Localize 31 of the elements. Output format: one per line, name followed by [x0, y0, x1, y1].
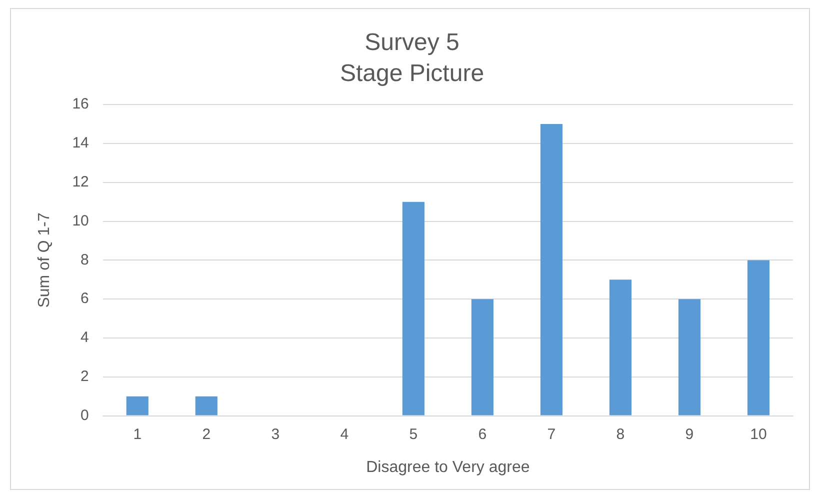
x-tick-label: 1 — [133, 426, 142, 443]
x-tick-label: 7 — [547, 426, 556, 443]
bar — [126, 396, 148, 416]
bar — [402, 202, 424, 416]
bar — [195, 396, 218, 416]
y-tick-label: 10 — [72, 212, 89, 230]
y-tick-label: 0 — [80, 406, 89, 424]
x-tick-label: 10 — [750, 426, 767, 443]
bar — [747, 260, 770, 416]
x-tick-label: 5 — [409, 426, 418, 443]
x-tick-label: 6 — [478, 426, 487, 443]
x-tick-label: 2 — [202, 426, 211, 443]
x-axis-title: Disagree to Very agree — [366, 458, 530, 476]
y-tick-label: 14 — [72, 134, 89, 152]
x-tick-label: 3 — [271, 426, 280, 443]
bar — [609, 280, 632, 416]
bar — [540, 124, 562, 416]
bar — [678, 299, 701, 416]
x-tick-label: 8 — [616, 426, 625, 443]
y-tick-label: 12 — [72, 174, 89, 191]
chart-title: Survey 5 — [364, 29, 460, 56]
x-tick-label: 9 — [685, 426, 694, 443]
y-tick-label: 16 — [72, 96, 89, 113]
chart-subtitle: Stage Picture — [340, 60, 484, 87]
y-axis-title: Sum of Q 1-7 — [36, 212, 54, 308]
y-tick-label: 6 — [80, 290, 89, 308]
y-tick-label: 2 — [80, 368, 89, 386]
bar — [471, 299, 494, 416]
y-tick-label: 4 — [80, 329, 89, 346]
y-tick-label: 8 — [80, 251, 89, 268]
x-tick-label: 4 — [340, 426, 349, 443]
